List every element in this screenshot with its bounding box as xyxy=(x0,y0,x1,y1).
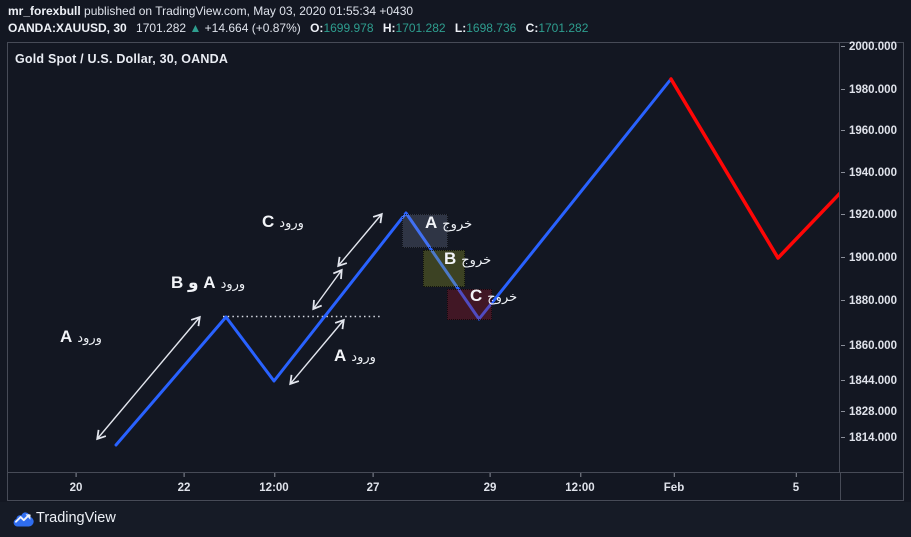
entry-c-lower-arrow xyxy=(312,268,343,311)
price-tick: 1900.000 xyxy=(840,251,897,265)
axis-corner-divider xyxy=(840,473,841,500)
price-tick: 1960.000 xyxy=(840,124,897,138)
exit-b-letter: B xyxy=(444,249,457,268)
price-tick: 1880.000 xyxy=(840,294,897,308)
price-tick: 1980.000 xyxy=(840,83,897,97)
entry-a2-trend-arrow xyxy=(289,318,345,386)
exit-a-letter: A xyxy=(425,213,438,232)
high-value: 1701.282 xyxy=(395,21,446,35)
price-tick: 1828.000 xyxy=(840,405,897,419)
price-tick: 1814.000 xyxy=(840,431,897,445)
open-label: O: xyxy=(310,21,324,35)
entry-ab-label: B و A ورود xyxy=(171,273,245,293)
exit-a-label: A خروج xyxy=(425,213,472,233)
publish-info: published on TradingView.com, May 03, 20… xyxy=(80,4,414,18)
close-label: C: xyxy=(525,21,539,35)
time-tick: 20 xyxy=(70,473,82,500)
forecast-line-red xyxy=(669,77,839,260)
snapshot-header: mr_forexbull published on TradingView.co… xyxy=(8,3,588,37)
time-tick: Feb xyxy=(664,473,684,500)
symbol-line: OANDA:XAUUSD, 30 1701.282 ▲ +14.664 (+0.… xyxy=(8,20,588,37)
price-tick: 1940.000 xyxy=(840,166,897,180)
time-tick: 22 xyxy=(178,473,190,500)
entry-c-label: C ورود xyxy=(262,212,304,232)
entry-ab-letters: B و A xyxy=(171,273,216,292)
chart-canvas[interactable]: A ورود B و A ورود C ورود A ورود A خروج xyxy=(8,43,840,472)
open-value: 1699.978 xyxy=(323,21,374,35)
entry-a2-letter: A xyxy=(334,346,347,365)
price-plot xyxy=(96,77,839,447)
symbol-name: OANDA:XAUUSD, 30 xyxy=(8,21,127,35)
exit-b-word: خروج xyxy=(461,253,492,268)
time-tick: 5 xyxy=(793,473,799,500)
entry-a2-word: ورود xyxy=(351,350,376,365)
exit-a-zone-box xyxy=(402,214,448,248)
tradingview-logo[interactable] xyxy=(12,509,34,529)
chart-title: Gold Spot / U.S. Dollar, 30, OANDA xyxy=(15,52,229,66)
snapshot-footer: TradingView xyxy=(0,502,911,537)
author-name: mr_forexbull xyxy=(8,4,81,18)
high-label: H: xyxy=(382,21,396,35)
last-price: 1701.282 xyxy=(136,21,187,35)
entry-a2-label: A ورود xyxy=(334,346,376,366)
price-change: +14.664 (+0.87%) xyxy=(204,21,301,35)
publish-line: mr_forexbull published on TradingView.co… xyxy=(8,3,588,20)
entry-c-upper-arrow xyxy=(337,212,383,268)
low-label: L: xyxy=(454,21,467,35)
entry-c-letter: C xyxy=(262,212,275,231)
close-value: 1701.282 xyxy=(538,21,589,35)
entry-a-trend-arrow xyxy=(96,315,201,441)
entry-a-word: ورود xyxy=(77,331,102,346)
exit-c-zone-box xyxy=(447,289,492,320)
price-tick: 1844.000 xyxy=(840,374,897,388)
time-tick: 12:00 xyxy=(259,473,289,500)
exit-b-zone-box xyxy=(423,250,465,287)
exit-c-label: C خروج xyxy=(470,286,517,306)
time-tick: 27 xyxy=(367,473,379,500)
price-tick: 1860.000 xyxy=(840,339,897,353)
price-tick: 2000.000 xyxy=(840,40,897,54)
entry-a-letter: A xyxy=(60,327,73,346)
time-tick: 12:00 xyxy=(565,473,595,500)
up-triangle-icon: ▲ xyxy=(189,21,202,35)
exit-c-word: خروج xyxy=(487,290,518,305)
entry-c-word: ورود xyxy=(279,216,304,231)
time-axis[interactable]: 20 22 12:00 27 29 12:00 Feb 5 xyxy=(8,472,903,500)
exit-b-label: B خروج xyxy=(444,249,491,269)
entry-ab-word: ورود xyxy=(220,277,246,292)
time-tick: 29 xyxy=(484,473,496,500)
exit-a-word: خروج xyxy=(442,217,473,232)
price-axis[interactable]: 2000.000 1980.000 1960.000 1940.000 1920… xyxy=(840,40,903,472)
entry-a-label: A ورود xyxy=(60,327,102,347)
brand-name[interactable]: TradingView xyxy=(36,510,116,526)
uptrend-line-blue xyxy=(114,77,673,447)
chart-panel: A ورود B و A ورود C ورود A ورود A خروج xyxy=(7,40,904,501)
low-value: 1698.736 xyxy=(466,21,517,35)
price-tick: 1920.000 xyxy=(840,208,897,222)
exit-c-letter: C xyxy=(470,286,483,305)
